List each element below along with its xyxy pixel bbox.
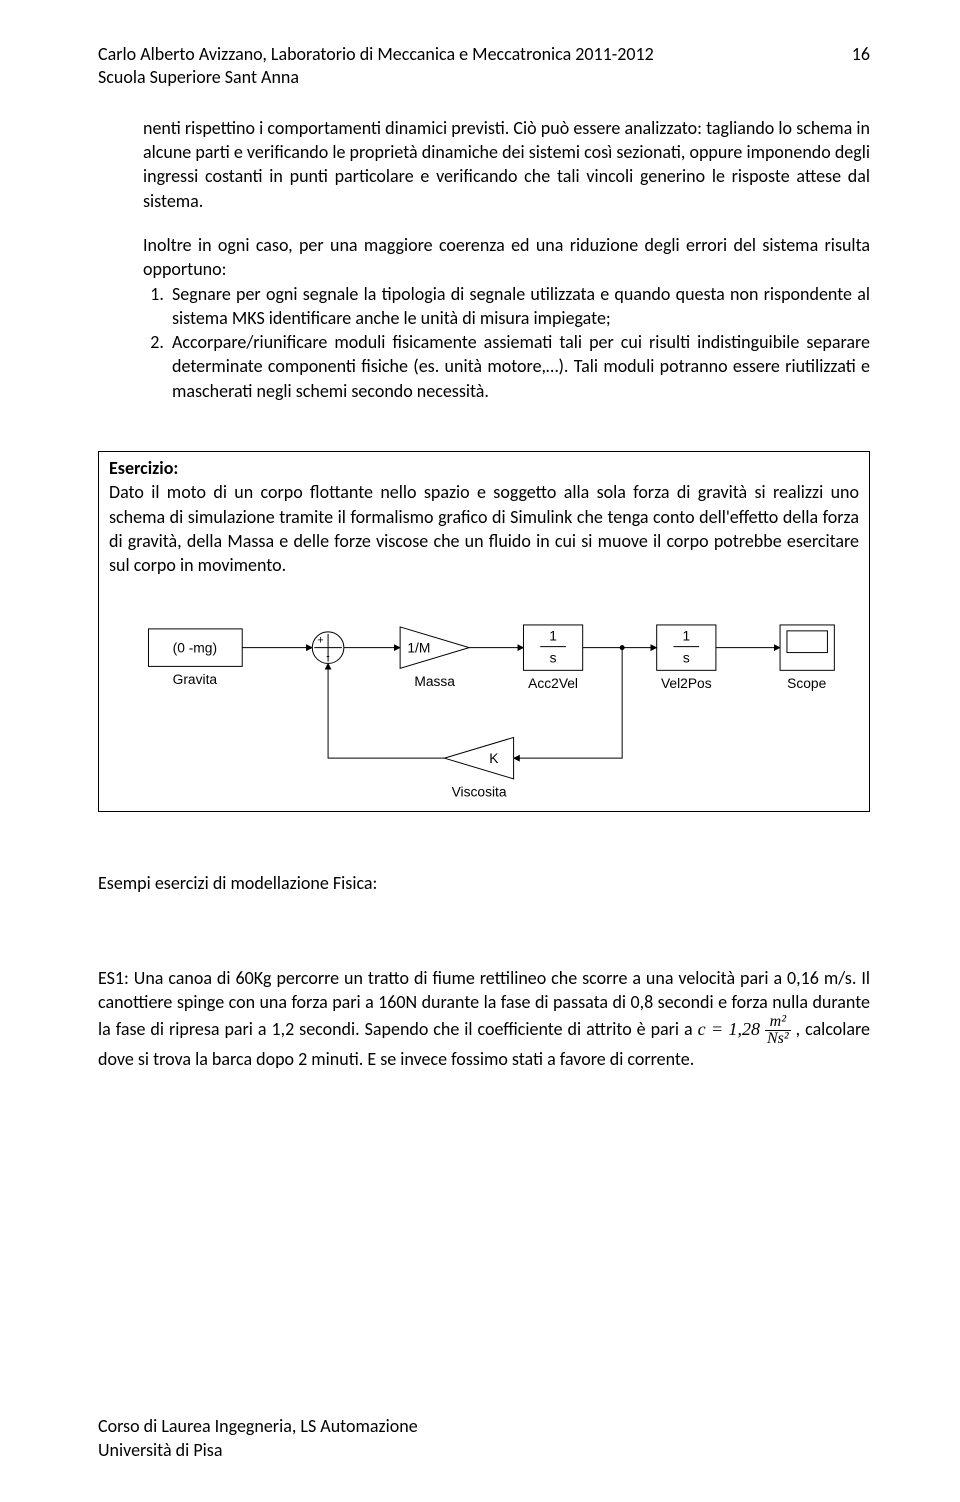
exercise-text: Dato il moto di un corpo flottante nello… — [109, 481, 859, 576]
block-label: Vel2Pos — [661, 675, 712, 691]
svg-text:+: + — [317, 634, 323, 646]
page-footer: Corso di Laurea Ingegneria, LS Automazio… — [98, 1415, 418, 1462]
tf-den: s — [683, 649, 690, 665]
numbered-list: Segnare per ogni segnale la tipologia di… — [98, 282, 870, 403]
simulink-diagram: (0 -mg) Gravita + - 1/M Massa — [109, 588, 859, 803]
footer-line1: Corso di Laurea Ingegneria, LS Automazio… — [98, 1415, 418, 1438]
block-text: 1/M — [407, 639, 430, 655]
paragraph-1: nenti rispettino i comportamenti dinamic… — [98, 116, 870, 213]
paragraph-2-lead: Inoltre in ogni caso, per una maggiore c… — [98, 233, 870, 282]
page-number: 16 — [852, 43, 870, 65]
es1-frac-den: Ns² — [765, 1031, 791, 1047]
tf-num: 1 — [549, 627, 557, 643]
footer-line2: Università di Pisa — [98, 1439, 418, 1462]
list-item: Accorpare/riunificare moduli fisicamente… — [168, 330, 870, 403]
tf-den: s — [550, 649, 557, 665]
block-label: Viscosita — [452, 783, 507, 799]
tf-num: 1 — [682, 627, 690, 643]
exercise-label: Esercizio: — [109, 457, 178, 479]
es1-frac-num: m² — [765, 1014, 791, 1031]
block-label: Acc2Vel — [528, 675, 578, 691]
exercise-box: Esercizio: Dato il moto di un corpo flot… — [98, 451, 870, 811]
es1-paragraph: ES1: Una canoa di 60Kg percorre un tratt… — [98, 966, 870, 1072]
block-text: (0 -mg) — [173, 639, 217, 655]
header-line2: Scuola Superiore Sant Anna — [98, 66, 870, 89]
list-item: Segnare per ogni segnale la tipologia di… — [168, 282, 870, 331]
es1-fraction: m² Ns² — [765, 1014, 791, 1047]
header-line1: Carlo Alberto Avizzano, Laboratorio di M… — [98, 43, 870, 66]
svg-text:-: - — [326, 650, 330, 662]
es1-eq: c = 1,28 — [698, 1019, 760, 1039]
block-label: Gravita — [173, 671, 218, 687]
block-text: K — [489, 750, 499, 766]
block-label: Scope — [787, 675, 826, 691]
block-label: Massa — [414, 673, 455, 689]
examples-heading: Esempi esercizi di modellazione Fisica: — [98, 872, 870, 894]
